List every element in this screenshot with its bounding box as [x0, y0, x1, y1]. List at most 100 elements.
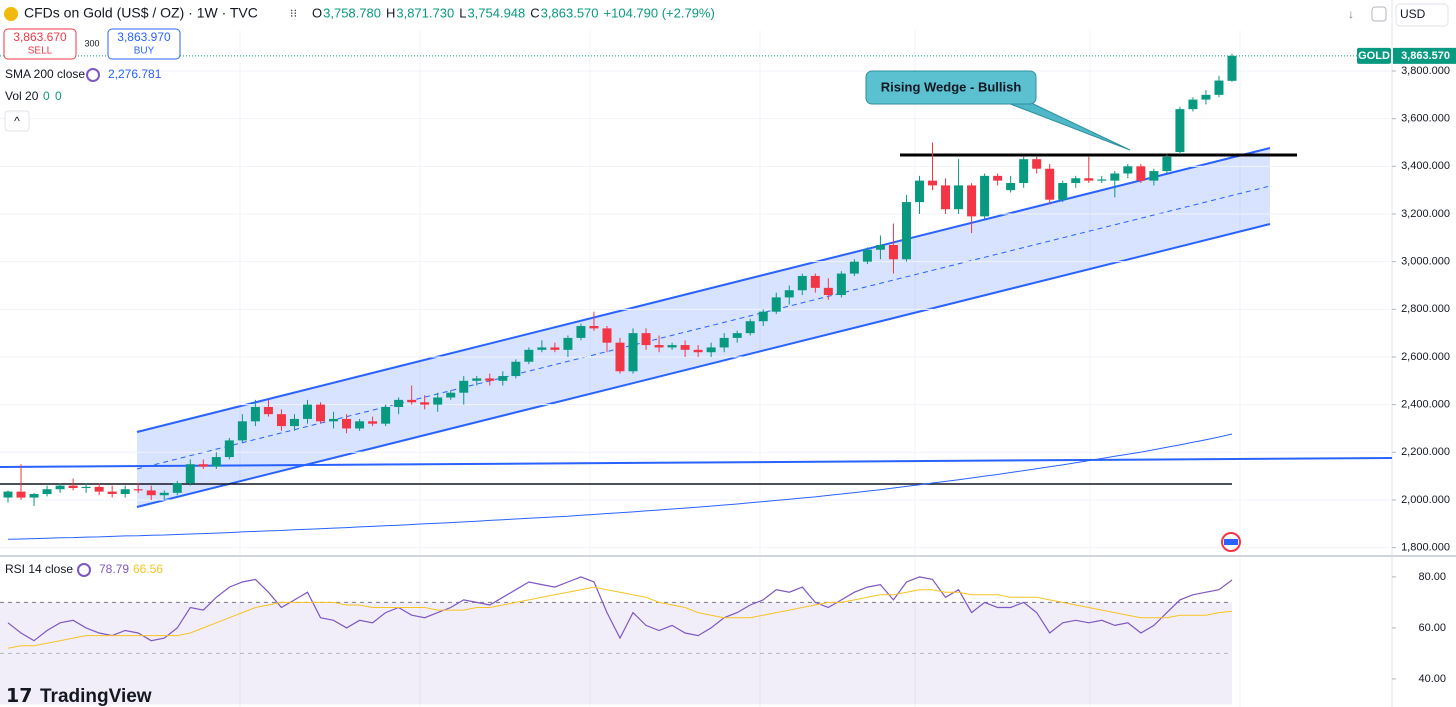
last-price-label: 3,863.570: [1401, 50, 1450, 62]
rsi-ma-value: 66.56: [133, 562, 163, 576]
candle-body: [94, 486, 104, 492]
channel-fill: [137, 148, 1270, 507]
symbol-icon: [4, 7, 18, 21]
rsi-line: [7, 576, 1233, 642]
candle-body: [784, 290, 794, 298]
trend-line: [0, 457, 1393, 468]
candle-body: [797, 275, 807, 291]
candle-body: [3, 491, 13, 498]
candle-body: [954, 185, 964, 210]
candle-body: [368, 421, 378, 424]
candle-body: [250, 407, 260, 422]
buy-button[interactable]: [107, 28, 181, 60]
candle-body: [1188, 99, 1198, 110]
sma-line: [7, 433, 1233, 540]
candle-body: [602, 328, 612, 343]
symbol: CFDs on Gold (US$ / OZ) · 1W · TVC: [24, 5, 258, 21]
buy-label[interactable]: BUY: [134, 46, 155, 57]
candle-body: [628, 333, 638, 372]
candle-body: [810, 275, 820, 288]
candle-body: [667, 345, 677, 348]
candle-body: [407, 399, 417, 403]
ohlc-value: 3,863.570: [541, 5, 599, 20]
candle-body: [198, 464, 208, 467]
candle-body: [342, 418, 352, 429]
y-tick-label: 80.00: [1418, 571, 1446, 583]
candle-body: [355, 421, 365, 429]
candle-body: [485, 378, 495, 381]
candle-body: [706, 347, 716, 353]
candle-body: [745, 321, 755, 334]
spread: 300: [84, 38, 99, 48]
candle-body: [159, 492, 169, 496]
price-pane: 1,800.000 2,000.000 2,200.000 2,400.000 2,60…: [0, 47, 1456, 554]
sma-legend: SMA 200 close: [5, 67, 85, 81]
lock-icon[interactable]: [1371, 6, 1387, 22]
candle-body: [237, 421, 247, 441]
settings-icon[interactable]: [86, 68, 100, 82]
candle-body: [316, 404, 326, 422]
y-tick-label: 2,000.000: [1401, 494, 1450, 506]
sell-button[interactable]: [3, 28, 77, 60]
more-icon[interactable]: ⁝⁝: [290, 8, 297, 20]
currency[interactable]: USD: [1400, 7, 1426, 21]
y-tick-label: 2,200.000: [1401, 446, 1450, 458]
candle-body: [524, 349, 534, 362]
candle-body: [875, 244, 885, 250]
candle-body: [576, 325, 586, 338]
candle-body: [719, 337, 729, 348]
y-tick-label: 3,000.000: [1401, 256, 1450, 268]
candle-body: [263, 407, 273, 415]
candle-body: [1019, 159, 1029, 184]
ohlc: O 3,758.780 H 3,871.730 L 3,754.948 C 3,863.570: [312, 5, 599, 20]
collapse-icon[interactable]: ^: [14, 114, 20, 128]
candle-body: [1175, 109, 1185, 153]
candle-body: [589, 325, 599, 329]
candle-body: [967, 185, 977, 217]
ohlc-value: 3,754.948: [467, 5, 525, 20]
candle-body: [329, 418, 339, 422]
candle-body: [1110, 173, 1120, 181]
change: +104.790 (+2.79%): [604, 5, 715, 20]
rsi-pane: 40.00 60.00 80.00: [0, 571, 1446, 705]
y-tick-label: 3,400.000: [1401, 160, 1450, 172]
vol-legend: Vol 20: [5, 89, 39, 103]
collapse-button[interactable]: [4, 110, 30, 132]
ohlc-value: 3,758.780: [323, 5, 381, 20]
candle-body: [1071, 178, 1081, 184]
candle-body: [472, 378, 482, 381]
event-flag-inner: [1224, 539, 1238, 545]
buy-price[interactable]: 3,863.970: [117, 30, 171, 44]
vertical-grid: [239, 30, 1241, 707]
y-tick-label: 2,600.000: [1401, 351, 1450, 363]
candle-body: [185, 464, 195, 484]
currency-button[interactable]: [1395, 3, 1449, 27]
rsi-legend: RSI 14 close: [5, 562, 73, 576]
y-tick-label: 2,800.000: [1401, 303, 1450, 315]
candle-body: [133, 489, 143, 491]
candle-body: [680, 345, 690, 350]
candle-body: [641, 333, 651, 346]
settings-icon[interactable]: [77, 563, 91, 577]
candle-body: [302, 404, 312, 419]
sell-price[interactable]: 3,863.670: [13, 30, 67, 44]
sma-value: 2,276.781: [108, 67, 162, 81]
vol-ma-value: 0: [55, 89, 62, 103]
rsi-ma-line: [7, 586, 1233, 649]
candle-body: [1149, 171, 1159, 181]
candle-body: [29, 493, 39, 498]
candle-body: [914, 180, 924, 203]
candle-body: [68, 485, 78, 489]
download-icon[interactable]: ↓: [1348, 7, 1354, 21]
candle-body: [693, 349, 703, 353]
candle-body: [1201, 94, 1211, 100]
y-tick-label: 1,800.000: [1401, 542, 1450, 554]
candle-body: [381, 407, 391, 424]
candle-body: [42, 489, 52, 494]
y-tick-label: 3,800.000: [1401, 65, 1450, 77]
sell-label[interactable]: SELL: [28, 46, 53, 57]
vol-value: 0: [43, 89, 50, 103]
candle-body: [120, 489, 130, 494]
candle-body: [862, 249, 872, 262]
